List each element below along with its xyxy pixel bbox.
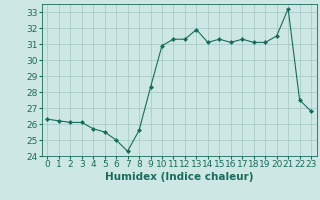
X-axis label: Humidex (Indice chaleur): Humidex (Indice chaleur) xyxy=(105,172,253,182)
